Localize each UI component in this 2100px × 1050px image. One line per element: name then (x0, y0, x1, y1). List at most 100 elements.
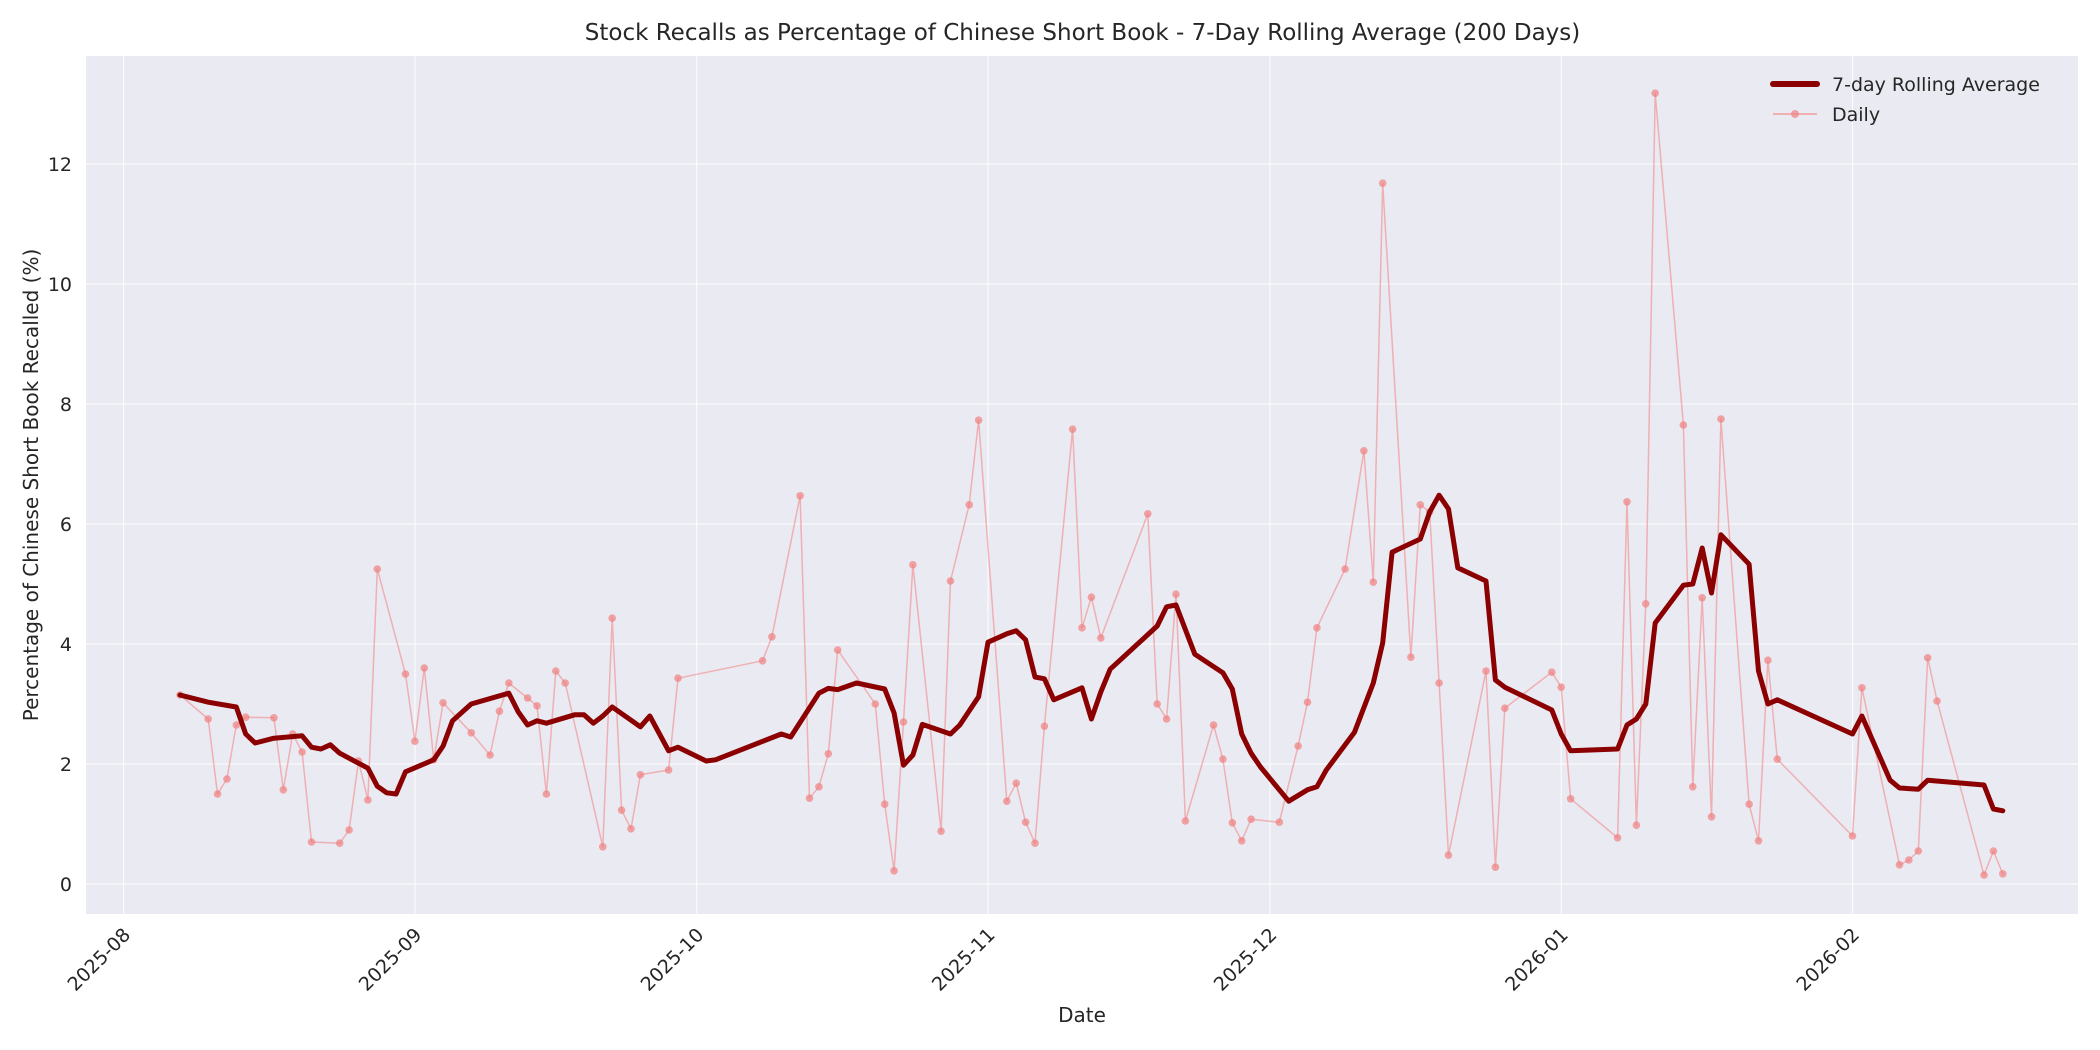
data-point-marker (542, 790, 551, 798)
series-daily (176, 89, 2007, 879)
data-point-marker (1068, 425, 1077, 434)
y-axis-label: Percentage of Chinese Short Book Recalle… (19, 249, 43, 722)
data-point-marker (1247, 815, 1255, 823)
data-point-marker (1491, 863, 1500, 871)
data-point-marker (335, 839, 344, 847)
data-point-marker (279, 786, 288, 794)
data-point-marker (1078, 624, 1086, 632)
data-point-marker (1641, 600, 1650, 608)
series-line (177, 492, 2006, 814)
data-point-marker (1651, 89, 1659, 97)
data-point-marker (523, 694, 532, 702)
data-point-marker (1773, 755, 1782, 763)
data-point-marker (1688, 783, 1697, 791)
data-point-marker (1153, 700, 1161, 708)
data-point-marker (1848, 832, 1857, 840)
data-point-marker (1021, 818, 1030, 826)
x-tick-label: 2025-12 (1210, 924, 1282, 996)
x-tick-label: 2025-08 (63, 924, 135, 996)
data-point-marker (1087, 593, 1096, 601)
data-point-marker (1143, 510, 1152, 518)
data-point-marker (420, 664, 429, 672)
data-point-marker (824, 750, 833, 758)
data-point-marker (1012, 779, 1021, 787)
data-point-marker (937, 827, 945, 835)
data-point-marker (909, 561, 917, 569)
data-point-marker (946, 577, 955, 585)
data-point-marker (1754, 837, 1763, 845)
data-point-marker (974, 416, 983, 425)
data-point-marker (636, 771, 645, 779)
data-point-marker (1717, 415, 1725, 423)
data-point-marker (1360, 447, 1368, 455)
data-point-marker (1989, 847, 1998, 855)
data-point-marker (1275, 818, 1284, 826)
data-point-marker (664, 766, 673, 774)
data-point-marker (1632, 821, 1641, 829)
data-point-marker (617, 806, 626, 814)
gridlines (86, 56, 2078, 914)
data-point-marker (1923, 654, 1932, 662)
data-point-marker (1980, 871, 1988, 879)
data-point-marker (890, 867, 898, 875)
data-point-marker (505, 679, 513, 687)
data-point-marker (298, 748, 306, 756)
data-point-marker (1162, 715, 1171, 723)
data-point-marker (1228, 819, 1237, 827)
data-point-marker (1444, 851, 1453, 859)
data-point-marker (1209, 721, 1218, 729)
data-point-marker (1482, 667, 1490, 675)
data-point-marker (1303, 698, 1312, 706)
data-point-marker (533, 702, 541, 710)
legend: 7-day Rolling Average Daily (1770, 74, 2040, 126)
data-point-marker (486, 751, 494, 759)
y-tick-label: 2 (60, 754, 72, 776)
data-point-marker (411, 737, 419, 745)
x-tick-label: 2025-11 (928, 924, 1000, 996)
data-point-marker (270, 714, 278, 722)
data-point-marker (871, 700, 880, 708)
legend-daily-label: Daily (1832, 104, 1880, 126)
data-point-marker (805, 794, 814, 802)
x-axis-label: Date (1058, 1003, 1106, 1027)
data-point-marker (1040, 722, 1049, 730)
data-point-marker (223, 775, 231, 783)
data-point-marker (1548, 668, 1556, 676)
data-point-marker (1416, 501, 1425, 509)
data-point-marker (598, 843, 607, 851)
series-7-day-rolling-average (177, 492, 2006, 814)
data-point-marker (1566, 795, 1575, 803)
data-point-marker (1172, 590, 1180, 598)
data-point-marker (627, 825, 635, 833)
data-point-marker (213, 790, 222, 798)
data-point-marker (373, 565, 382, 573)
data-point-marker (1237, 837, 1246, 845)
data-point-marker (345, 826, 353, 834)
data-point-marker (1313, 624, 1321, 632)
data-point-marker (1341, 565, 1349, 573)
data-point-marker (467, 729, 476, 737)
legend-daily-marker-icon (1791, 110, 1799, 118)
data-point-marker (674, 674, 682, 682)
data-point-marker (1679, 421, 1688, 429)
data-point-marker (1369, 578, 1378, 586)
data-point-marker (439, 699, 447, 707)
data-point-marker (307, 838, 316, 846)
data-point-marker (880, 800, 889, 808)
data-point-marker (965, 501, 974, 509)
data-point-marker (364, 796, 372, 804)
data-point-marker (561, 679, 570, 687)
data-point-marker (401, 670, 410, 678)
x-tick-label: 2025-09 (355, 924, 427, 996)
data-point-marker (1031, 839, 1039, 847)
data-point-marker (1219, 755, 1227, 763)
data-point-marker (1745, 800, 1753, 808)
plot-area (86, 56, 2078, 914)
series-layer (176, 89, 2007, 879)
data-point-marker (1623, 498, 1631, 506)
data-point-marker (495, 707, 504, 715)
data-point-marker (1096, 634, 1105, 642)
data-point-marker (204, 715, 212, 723)
x-tick-label: 2026-02 (1792, 924, 1864, 996)
y-tick-label: 10 (48, 274, 72, 296)
